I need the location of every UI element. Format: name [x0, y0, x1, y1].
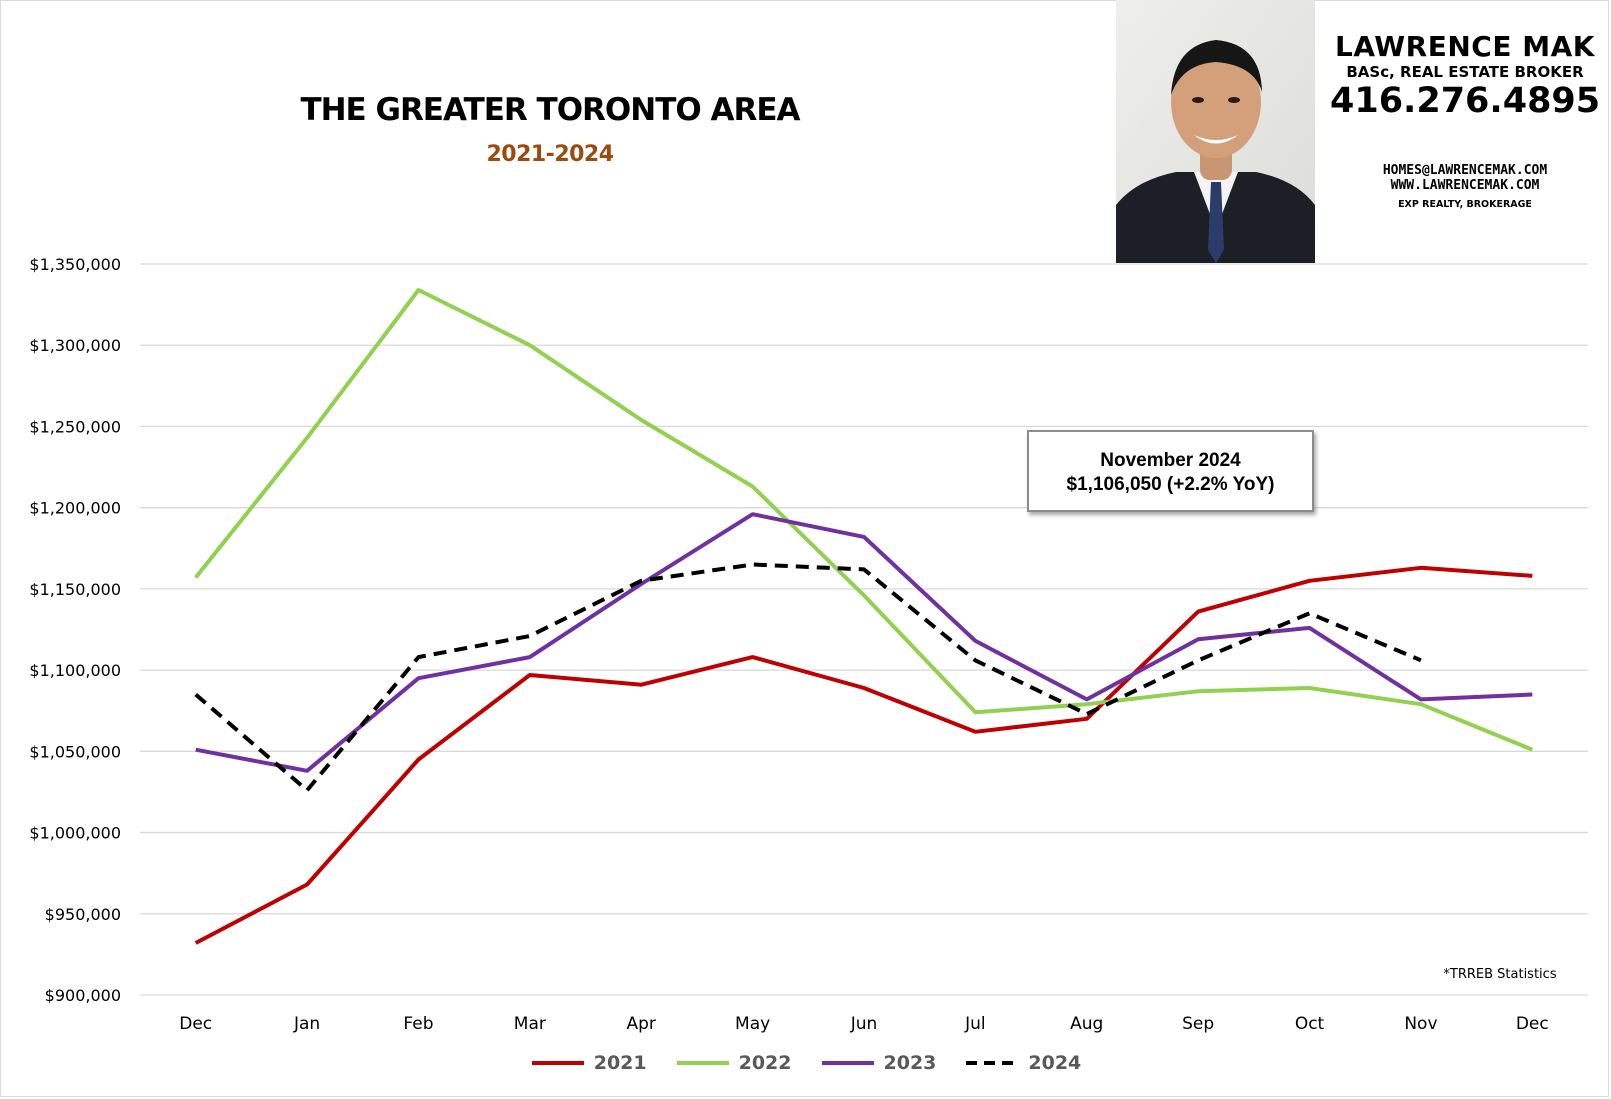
series-line-2022	[194, 288, 1534, 752]
y-tick-label: $1,050,000	[29, 742, 121, 761]
chart-subtitle: 2021-2024	[486, 142, 614, 167]
legend-swatch	[966, 1061, 1019, 1065]
x-tick-label: Jul	[964, 1014, 986, 1034]
agent-card: LAWRENCE MAK BASc, REAL ESTATE BROKER 41…	[1330, 30, 1600, 210]
agent-email: HOMES@LAWRENCEMAK.COM	[1382, 163, 1548, 178]
series-line-2023	[195, 512, 1533, 773]
x-tick-label: Apr	[627, 1014, 656, 1034]
x-tick-label: Jan	[293, 1014, 320, 1034]
y-axis-tick-labels: $900,000 $950,000 $1,000,000 $1,050,000 $1,1…	[29, 255, 121, 1005]
gridlines	[140, 263, 1588, 996]
callout-line-1: November 2024	[1100, 450, 1241, 471]
chart-title: THE GREATER TORONTO AREA	[300, 92, 800, 128]
legend-item-2023: 2023	[820, 1052, 937, 1074]
legend-item-2024: 2024	[964, 1052, 1081, 1074]
y-tick-label: $1,350,000	[29, 255, 121, 274]
y-tick-label: $1,300,000	[29, 336, 121, 355]
legend-swatch	[531, 1061, 584, 1065]
x-tick-label: Sep	[1182, 1014, 1214, 1034]
x-tick-label: Dec	[179, 1014, 212, 1034]
legend-swatch	[821, 1061, 874, 1065]
y-tick-label: $1,150,000	[29, 580, 121, 599]
x-axis-tick-labels: Dec Jan Feb Mar Apr May Jun Jul Aug Sep Oct Nov Dec	[179, 1014, 1549, 1034]
legend-label: 2022	[738, 1052, 792, 1074]
x-tick-label: Mar	[514, 1014, 546, 1034]
legend-label: 2023	[883, 1052, 937, 1074]
y-tick-label: $1,250,000	[29, 417, 121, 436]
legend-item-2022: 2022	[675, 1052, 792, 1074]
y-tick-label: $1,100,000	[29, 661, 121, 680]
x-tick-label: Nov	[1404, 1014, 1437, 1034]
legend-label: 2024	[1028, 1052, 1082, 1074]
agent-credentials: BASc, REAL ESTATE BROKER	[1346, 63, 1584, 81]
y-tick-label: $950,000	[45, 905, 121, 924]
x-tick-label: May	[735, 1014, 770, 1034]
annotation-callout: November 2024 $1,106,050 (+2.2% YoY)	[1027, 430, 1314, 512]
agent-brokerage: EXP REALTY, BROKERAGE	[1398, 199, 1532, 210]
series-lines	[194, 288, 1534, 945]
x-tick-label: Aug	[1070, 1014, 1103, 1034]
y-tick-label: $1,000,000	[29, 824, 121, 843]
x-tick-label: Jun	[850, 1014, 878, 1034]
agent-phone: 416.276.4895	[1330, 81, 1601, 121]
source-note: *TRREB Statistics	[1443, 967, 1557, 982]
agent-name: LAWRENCE MAK	[1335, 30, 1595, 63]
agent-website: WWW.LAWRENCEMAK.COM	[1390, 178, 1540, 193]
legend: 2021 2022 2023 2024	[0, 1052, 1611, 1074]
agent-photo	[1116, 0, 1315, 263]
series-line-2021	[194, 565, 1533, 945]
legend-label: 2021	[593, 1052, 647, 1074]
x-tick-label: Oct	[1295, 1014, 1325, 1034]
legend-swatch	[676, 1061, 729, 1065]
y-tick-label: $900,000	[45, 986, 121, 1005]
legend-item-2021: 2021	[530, 1052, 647, 1074]
series-line-2024	[194, 562, 1422, 793]
y-tick-label: $1,200,000	[29, 499, 121, 518]
x-tick-label: Dec	[1516, 1014, 1549, 1034]
callout-line-2: $1,106,050 (+2.2% YoY)	[1066, 474, 1275, 495]
x-tick-label: Feb	[403, 1014, 433, 1034]
